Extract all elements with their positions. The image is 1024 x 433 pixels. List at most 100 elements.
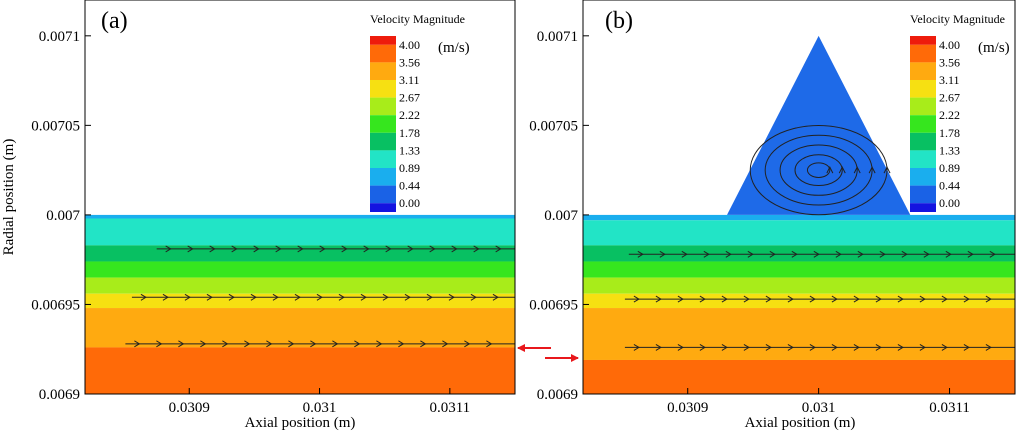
- panel-b-streamline-1-chevron-5: [743, 295, 750, 303]
- panel-b-legend-level-6: 1.33: [939, 143, 960, 157]
- panel-b-tag: (b): [605, 8, 633, 34]
- panel-b-streamline-2-chevron-0: [633, 344, 640, 351]
- panel-b-streamline-0-chevron-0: [637, 250, 644, 258]
- panel-b-vortex-streamline-2: [779, 144, 858, 196]
- panel-a-legend-level-9: 0.00: [399, 196, 420, 210]
- panel-b-streamline-0-chevron-5: [747, 250, 754, 258]
- panel-b-legend-level-3: 2.67: [939, 91, 960, 105]
- panel-b-legend-level-9: 0.00: [939, 196, 960, 210]
- panel-a-axes-frame: [84, 0, 516, 395]
- panel-a-streamline-1-chevron-4: [228, 293, 235, 301]
- panel-b-streamline-2-chevron-14: [941, 344, 948, 351]
- panel-b-streamline-2-chevron-15: [963, 344, 970, 351]
- panel-a-streamline-2-chevron-5: [244, 340, 251, 348]
- panel-a-streamline-2-chevron-11: [376, 340, 383, 348]
- panel-a-y-tick-label-1: 0.00695: [31, 297, 80, 313]
- panel-b-legend-swatch-3: [910, 80, 936, 98]
- panel-a-streamline-1-chevron-7: [294, 293, 301, 301]
- panel-a-legend-swatch-9: [370, 185, 396, 204]
- panel-b-streamline-1-chevron-7: [787, 295, 794, 303]
- panel-b-streamline-0-chevron-6: [769, 250, 776, 258]
- panel-b-streamline-1-chevron-2: [677, 295, 684, 303]
- panel-b-streamline-2-chevron-8: [809, 344, 816, 351]
- panel-b-contour-band-4: [583, 277, 1015, 294]
- panel-b-streamline-2-chevron-12: [897, 344, 904, 351]
- panel-a-legend-swatch-1: [370, 44, 396, 63]
- panel-a-y-tick-label-2: 0.007: [46, 208, 80, 224]
- panel-a-streamline-0-chevron-7: [319, 245, 326, 253]
- panel-b-streamline-2-chevron-7: [787, 344, 794, 351]
- panel-a-y-axis-label: Radial position (m): [1, 139, 17, 256]
- panel-a-streamline-0-chevron-14: [473, 245, 480, 253]
- panel-b-legend-swatch-7: [910, 150, 936, 168]
- panel-b-streamline-1-chevron-11: [875, 295, 882, 303]
- panel-a-streamline-1-chevron-6: [272, 293, 279, 301]
- panel-a-streamline-0-chevron-4: [253, 245, 260, 253]
- panel-b-streamline-0-chevron-11: [879, 250, 886, 258]
- panel-b-x-tick-label-0: 0.0309: [667, 400, 708, 416]
- panel-a-streamline-2-chevron-0: [134, 340, 141, 348]
- panel-a-x-tick-label-2: 0.0311: [429, 400, 470, 416]
- panel-b-contour-band-7: [583, 359, 1015, 394]
- panel-a-streamline-2-chevron-7: [288, 340, 295, 348]
- panel-b-streamline-0-chevron-13: [923, 250, 930, 258]
- panel-a-streamline-0-chevron-8: [341, 245, 348, 253]
- panel-a: 0.0309 0.031 0.0311 0.0069 0.00695 0.007 0.007…: [1, 0, 516, 431]
- panel-a-legend-swatch-3: [370, 80, 396, 98]
- panel-a-streamline-2-chevron-6: [266, 340, 273, 348]
- panel-a-streamline-2-chevron-2: [178, 340, 185, 348]
- panel-a-streamline-1-chevron-13: [426, 293, 433, 301]
- panel-a-legend-unit: (m/s): [438, 40, 470, 56]
- panel-b-legend-level-7: 0.89: [939, 161, 960, 175]
- panel-b-streamline-2-chevron-16: [985, 344, 992, 351]
- panel-b-streamline-1-chevron-15: [963, 295, 970, 303]
- panel-b-vortex-arrowhead-3: [838, 166, 846, 174]
- panel-b-vortex-arrowhead-1: [868, 166, 876, 174]
- panel-a-streamline-1-chevron-8: [316, 293, 323, 301]
- panel-a-x-axis-label: Axial position (m): [245, 415, 356, 431]
- panel-b-streamline-1-chevron-12: [897, 295, 904, 303]
- panel-b-axes-frame: [582, 0, 1016, 395]
- panel-b-contour-band-6: [583, 308, 1015, 360]
- panel-b-contour-band-2: [583, 245, 1015, 262]
- panel-a-streamline-1-chevron-16: [492, 293, 499, 301]
- panel-b-streamline-2-chevron-13: [919, 344, 926, 351]
- panel-a-legend-swatch-5: [370, 115, 396, 133]
- panel-a-contour-band-1: [85, 218, 515, 246]
- panel-a-contour-band-7: [85, 347, 515, 394]
- panel-a-y-tick-label-4: 0.0071: [39, 29, 80, 45]
- panel-a-streamline-1-chevron-11: [382, 293, 389, 301]
- panel-b-streamline-0-chevron-9: [835, 250, 842, 258]
- panel-b-streamline-0-chevron-8: [813, 250, 820, 258]
- panel-b-plot-area: [583, 35, 1015, 394]
- panel-b-y-tick-label-1: 0.00695: [529, 297, 578, 313]
- panel-a-streamline-1-chevron-14: [448, 293, 455, 301]
- panel-a-contour-band-3: [85, 261, 515, 278]
- panel-a-legend-level-7: 0.89: [399, 161, 420, 175]
- panel-b-streamline-0-chevron-3: [703, 250, 710, 258]
- panel-a-streamline-2-chevron-16: [486, 340, 493, 348]
- panel-b-vortex-streamline-1: [764, 134, 873, 206]
- panel-a-streamline-0-chevron-13: [451, 245, 458, 253]
- panel-a-streamline-1-chevron-12: [404, 293, 411, 301]
- panel-b-legend: Velocity Magnitude (m/s) 4.00 3.56 3.11 2.6…: [910, 12, 1010, 212]
- panel-a-legend-title: Velocity Magnitude: [370, 12, 465, 26]
- panel-a-streamline-2-chevron-1: [156, 340, 163, 348]
- panel-a-tag: (a): [101, 8, 128, 34]
- panel-a-legend-swatch-4: [370, 97, 396, 116]
- panel-b-y-tick-label-2: 0.007: [544, 208, 578, 224]
- panel-b-streamline-0-chevron-2: [681, 250, 688, 258]
- panel-b-streamline-0-chevron-15: [967, 250, 974, 258]
- panel-a-contour-band-5: [85, 293, 515, 309]
- panel-b-x-axis-label: Axial position (m): [745, 415, 856, 431]
- panel-b-vortex-arrowhead-4: [826, 166, 834, 174]
- panel-a-streamline-0-chevron-12: [429, 245, 436, 253]
- panel-b-streamline-1-chevron-8: [809, 295, 816, 303]
- panel-b-legend-level-5: 1.78: [939, 126, 960, 140]
- panel-b-vortex-streamline-0: [749, 124, 888, 216]
- panel-a-streamline-2-chevron-14: [442, 340, 449, 348]
- panel-b-legend-level-8: 0.44: [939, 179, 960, 193]
- panel-b-streamline-2-chevron-10: [853, 344, 860, 351]
- panel-b-streamline-1-chevron-13: [919, 295, 926, 303]
- panel-b-legend-level-4: 2.22: [939, 108, 960, 122]
